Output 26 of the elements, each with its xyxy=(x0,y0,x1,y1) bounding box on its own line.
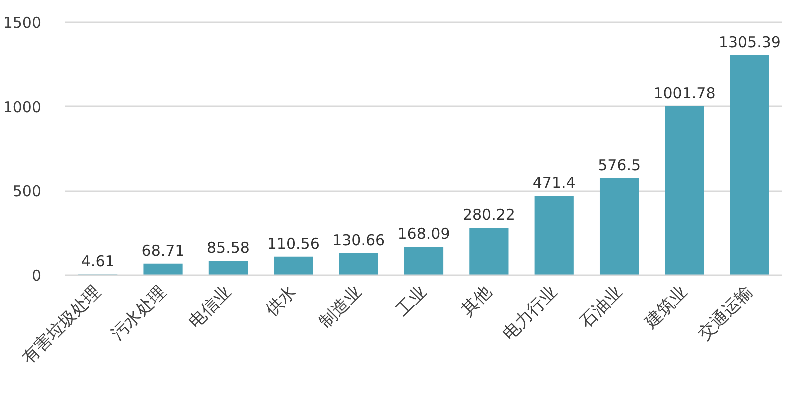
data-label: 85.58 xyxy=(206,239,250,258)
x-tick-label: 电力行业 xyxy=(499,282,562,345)
data-label: 280.22 xyxy=(462,206,516,224)
data-label: 68.71 xyxy=(142,242,185,260)
data-label: 1305.39 xyxy=(718,33,781,52)
data-label: 130.66 xyxy=(332,231,386,250)
y-tick-label: 0 xyxy=(32,267,42,285)
x-tick-label: 污水处理 xyxy=(108,282,170,345)
data-label: 471.4 xyxy=(532,174,576,192)
x-tick-label: 其他 xyxy=(458,282,496,321)
x-tick-label: 电信业 xyxy=(185,282,236,333)
data-label: 110.56 xyxy=(267,234,320,253)
x-tick-label: 石油业 xyxy=(576,282,627,333)
x-tick-label: 工业 xyxy=(392,282,432,321)
x-tick-label: 交通运输 xyxy=(694,282,757,345)
data-label: 168.09 xyxy=(398,225,450,244)
x-tick-label: 供水 xyxy=(262,282,301,321)
x-tick-label: 有害垃圾处理 xyxy=(18,282,106,369)
y-tick-label: 500 xyxy=(12,182,42,201)
x-tick-label: 制造业 xyxy=(316,282,366,333)
data-label: 4.61 xyxy=(81,252,115,271)
y-tick-label: 1500 xyxy=(3,14,42,32)
x-tick-label: 建筑业 xyxy=(640,282,692,334)
data-label: 576.5 xyxy=(598,156,642,174)
y-tick-label: 1000 xyxy=(3,98,42,116)
data-label: 1001.78 xyxy=(654,84,716,103)
